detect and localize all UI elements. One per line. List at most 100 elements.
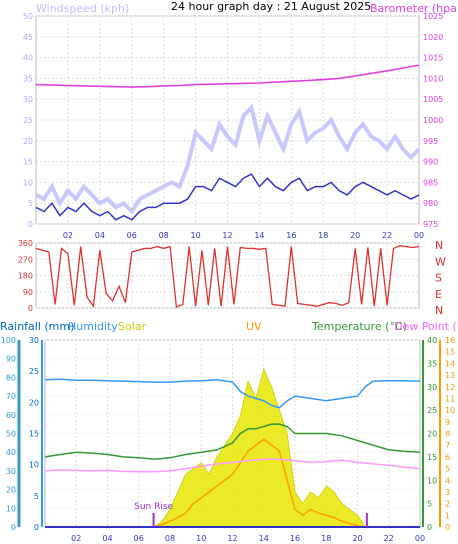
wind-x-tick: 22 (382, 231, 392, 240)
wind-left-tick: 45 (23, 33, 33, 42)
weather-x-tick: 18 (321, 534, 331, 543)
wind-x-tick: 14 (254, 231, 264, 240)
barometer-right-tick: 980 (423, 199, 438, 208)
rainfall-tick: 90 (6, 355, 16, 364)
wind-x-tick: 02 (63, 231, 73, 240)
barometer-right-tick: 1015 (423, 54, 443, 63)
dewpoint-tick: 12 (445, 383, 455, 392)
humidity-tick: 15 (29, 430, 39, 439)
direction-left-tick: 270 (18, 255, 33, 264)
dewpoint-tick: 7 (445, 441, 450, 450)
temperature-tick: 25 (427, 406, 437, 415)
direction-left-tick: 90 (23, 288, 33, 297)
dewpoint-tick: 8 (445, 430, 450, 439)
dewpoint-tick: 10 (445, 406, 455, 415)
direction-left-ticks: 0 90 180 270 360 (18, 239, 33, 313)
rainfall-tick: 10 (6, 504, 16, 513)
wind-x-tick: 08 (159, 231, 169, 240)
dewpoint-series (44, 458, 421, 473)
wind-x-tick: 10 (190, 231, 200, 240)
sun-rise-label: Sun Rise (134, 502, 173, 512)
barometer-right-tick: 995 (423, 137, 438, 146)
humidity-tick: 5 (34, 492, 39, 501)
humidity-tick: 30 (29, 336, 39, 345)
compass-label: W (435, 255, 446, 268)
wind-gridlines (36, 15, 419, 225)
wind-left-tick: 5 (28, 199, 33, 208)
barometer-right-tick: 1010 (423, 74, 443, 83)
rainfall-tick: 0 (11, 523, 16, 532)
rainfall-tick: 80 (6, 373, 16, 382)
wind-x-tick: 00 (414, 231, 424, 240)
humidity-tick: 0 (34, 523, 39, 532)
barometer-axis-title: Barometer (hpa) (370, 2, 458, 15)
dewpoint-tick: 3 (445, 488, 450, 497)
compass-label: S (435, 272, 442, 285)
humidity-series (44, 378, 421, 409)
rainfall-tick: 30 (6, 467, 16, 476)
dewpoint-tick: 14 (445, 359, 455, 368)
dewpoint-tick: 2 (445, 500, 450, 509)
weather-x-tick: 02 (71, 534, 81, 543)
wind-x-tick: 16 (286, 231, 296, 240)
temperature-tick: 10 (427, 476, 437, 485)
sun-markers: Sun Rise (134, 502, 368, 527)
wind-x-ticks: 02 04 06 08 10 12 14 16 18 20 22 00 (63, 231, 424, 240)
dewpoint-tick: 4 (445, 476, 450, 485)
weather-x-tick: 20 (352, 534, 362, 543)
weather-x-tick: 16 (290, 534, 300, 543)
weather-x-tick: 04 (102, 534, 112, 543)
direction-series (35, 245, 420, 309)
rainfall-tick: 100 (1, 336, 16, 345)
temperature-tick: 30 (427, 383, 437, 392)
dewpoint-tick: 0 (445, 523, 450, 532)
wind-left-tick: 0 (28, 220, 33, 229)
dewpoint-axis-title: Dew Point (°C) (394, 320, 458, 333)
wind-left-tick: 35 (23, 74, 33, 83)
wind-x-tick: 20 (350, 231, 360, 240)
direction-left-tick: 180 (18, 272, 33, 281)
humidity-tick: 10 (29, 461, 39, 470)
gust-series (35, 103, 421, 215)
barometer-right-tick: 1000 (423, 116, 443, 125)
rainfall-axis-title: Rainfall (mm) (0, 320, 74, 333)
weather-x-tick: 10 (196, 534, 206, 543)
wind-left-tick: 15 (23, 158, 33, 167)
temperature-axis-title: Temperature (°C) (311, 320, 407, 333)
dewpoint-tick: 9 (445, 418, 450, 427)
humidity-axis-title: Humidity (68, 320, 118, 333)
rainfall-tick: 40 (6, 448, 16, 457)
wind-x-tick: 04 (95, 231, 105, 240)
weather-x-tick: 14 (259, 534, 269, 543)
barometer-right-ticks: 975 980 985 990 995 1000 1005 1010 1015 1020 1025 (423, 12, 443, 229)
chart-title: 24 hour graph day : 21 August 2025 (171, 0, 371, 13)
temperature-tick: 35 (427, 359, 437, 368)
dewpoint-tick: 6 (445, 453, 450, 462)
weather-axes: 0102030405060708090100051015202530051015… (1, 336, 455, 532)
rainfall-tick: 60 (6, 411, 16, 420)
temperature-tick: 15 (427, 453, 437, 462)
wind-left-tick: 30 (23, 95, 33, 104)
compass-label: N (435, 239, 443, 252)
uv-series (45, 438, 420, 528)
barometer-series (35, 64, 420, 88)
direction-left-tick: 0 (28, 304, 33, 313)
rainfall-tick: 50 (6, 430, 16, 439)
wind-x-tick: 18 (318, 231, 328, 240)
humidity-tick: 25 (29, 367, 39, 376)
temperature-series (44, 423, 421, 460)
wind-left-tick: 20 (23, 137, 33, 146)
wind-left-tick: 50 (23, 12, 33, 21)
weather-x-tick: 08 (165, 534, 175, 543)
wind-left-tick: 40 (23, 54, 33, 63)
weather-panel: Rainfall (mm) Humidity Solar UV Temperat… (0, 320, 458, 543)
wind-axis-title: Windspeed (kph) (36, 2, 129, 15)
direction-left-tick: 360 (18, 239, 33, 248)
uv-axis-title: UV (246, 320, 262, 333)
dewpoint-tick: 1 (445, 511, 450, 520)
direction-gridlines (36, 242, 419, 309)
barometer-right-tick: 990 (423, 158, 438, 167)
temperature-tick: 0 (427, 523, 432, 532)
